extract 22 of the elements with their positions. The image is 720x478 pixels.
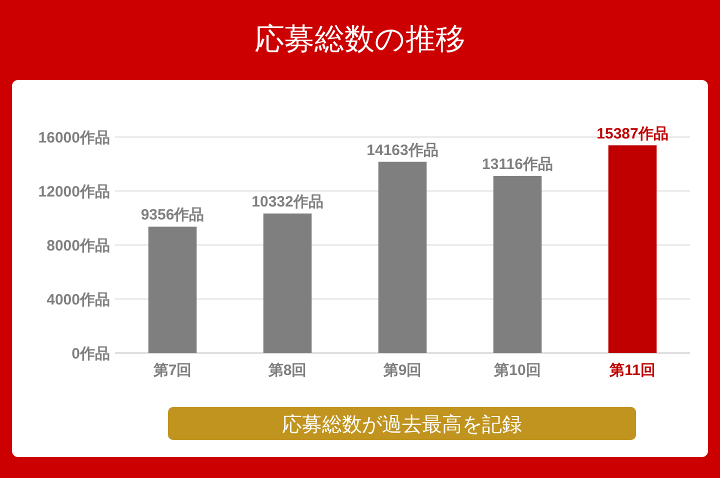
bar bbox=[263, 214, 312, 353]
data-label: 10332作品 bbox=[252, 194, 324, 211]
x-tick-label: 第8回 bbox=[267, 362, 307, 379]
x-tick-label: 第7回 bbox=[152, 362, 192, 379]
bar bbox=[378, 162, 427, 353]
data-label: 13116作品 bbox=[482, 156, 553, 173]
data-label: 15387作品 bbox=[596, 125, 668, 142]
chart-title: 応募総数の推移 bbox=[254, 23, 466, 56]
y-tick-label: 4000作品 bbox=[46, 291, 110, 308]
x-tick-label: 第10回 bbox=[493, 362, 541, 379]
bar bbox=[608, 145, 657, 353]
y-tick-label: 8000作品 bbox=[46, 237, 110, 254]
data-label: 9356作品 bbox=[140, 206, 204, 224]
data-label: 14163作品 bbox=[366, 142, 438, 159]
text: 応募総数が過去最高を記録 bbox=[282, 413, 522, 436]
x-tick-label: 第9回 bbox=[382, 362, 422, 379]
x-tick-label: 第11回 bbox=[608, 362, 656, 379]
bar bbox=[148, 226, 197, 353]
y-tick-label: 12000作品 bbox=[38, 183, 110, 200]
y-tick-label: 16000作品 bbox=[38, 129, 110, 146]
bar bbox=[493, 176, 542, 353]
y-tick-label: 0作品 bbox=[72, 345, 110, 362]
